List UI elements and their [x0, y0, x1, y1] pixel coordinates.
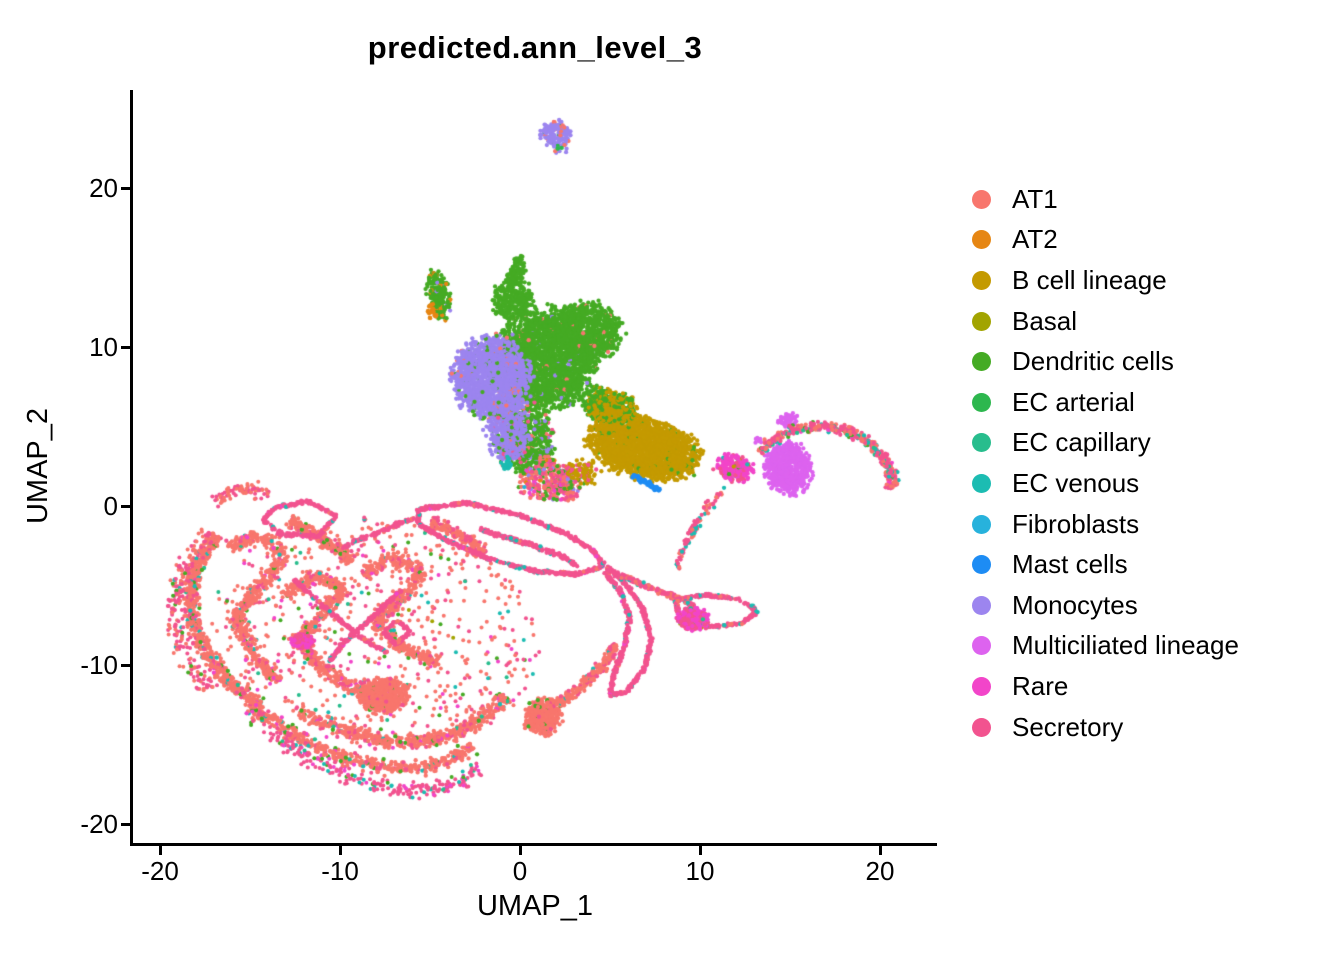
- y-tick-mark: [121, 504, 130, 508]
- x-tick-mark: [338, 846, 342, 855]
- legend-item-dendritic: Dendritic cells: [972, 341, 1239, 382]
- legend-item-ec_venous: EC venous: [972, 463, 1239, 504]
- legend-item-basal: Basal: [972, 301, 1239, 342]
- legend-label: EC capillary: [1012, 427, 1151, 458]
- plot-title: predicted.ann_level_3: [367, 30, 703, 65]
- legend-label: EC venous: [1012, 467, 1140, 498]
- x-tick-mark: [698, 846, 702, 855]
- legend-item-at1: AT1: [972, 179, 1239, 220]
- legend-swatch-dendritic-icon: [972, 352, 991, 372]
- legend-swatch-monocytes-icon: [972, 595, 991, 615]
- x-axis-line: [130, 843, 937, 846]
- legend-swatch-rare-icon: [972, 676, 991, 696]
- legend-swatch-fibroblasts-icon: [972, 514, 991, 534]
- legend-swatch-at2-icon: [972, 230, 991, 250]
- legend-item-rare: Rare: [972, 666, 1239, 707]
- legend-label: Rare: [1012, 670, 1069, 701]
- y-tick-mark: [121, 345, 130, 349]
- y-axis-line: [130, 90, 133, 846]
- legend-label: Secretory: [1012, 711, 1124, 742]
- y-tick-label: 10: [89, 332, 118, 362]
- y-axis-title: UMAP_2: [22, 407, 54, 525]
- legend-label: Basal: [1012, 305, 1078, 336]
- legend-label: Multiciliated lineage: [1012, 630, 1239, 661]
- x-tick-label: 0: [512, 856, 528, 886]
- legend-swatch-mast-icon: [972, 555, 991, 575]
- legend-swatch-ec_arterial-icon: [972, 392, 991, 412]
- legend-item-ec_arterial: EC arterial: [972, 382, 1239, 423]
- legend-label: AT2: [1012, 224, 1058, 255]
- legend-label: Fibroblasts: [1012, 508, 1140, 539]
- y-tick-label: -20: [80, 809, 118, 839]
- legend-item-mast: Mast cells: [972, 544, 1239, 585]
- legend-item-bcell: B cell lineage: [972, 260, 1239, 301]
- y-tick-mark: [121, 663, 130, 667]
- legend-label: AT1: [1012, 183, 1058, 214]
- legend-label: Monocytes: [1012, 589, 1138, 620]
- y-tick-label: 20: [89, 173, 118, 203]
- legend-swatch-secretory-icon: [972, 717, 991, 737]
- y-tick-mark: [121, 822, 130, 826]
- x-tick-label: 20: [865, 856, 895, 886]
- legend-item-multiciliated: Multiciliated lineage: [972, 626, 1239, 667]
- legend-swatch-ec_capillary-icon: [972, 433, 991, 453]
- x-tick-label: -10: [321, 856, 359, 886]
- x-tick-mark: [158, 846, 162, 855]
- y-tick-label: -10: [80, 650, 118, 680]
- legend-label: Dendritic cells: [1012, 346, 1174, 377]
- legend: AT1 AT2 B cell lineage Basal Dendritic cells…: [972, 179, 1239, 747]
- legend-label: Mast cells: [1012, 549, 1128, 580]
- legend-item-ec_capillary: EC capillary: [972, 423, 1239, 464]
- legend-swatch-bcell-icon: [972, 270, 991, 290]
- y-tick-mark: [121, 186, 130, 190]
- x-axis-title: UMAP_1: [476, 890, 594, 922]
- x-tick-label: 10: [685, 856, 715, 886]
- legend-swatch-at1-icon: [972, 189, 991, 209]
- legend-label: B cell lineage: [1012, 264, 1167, 295]
- legend-item-at2: AT2: [972, 220, 1239, 261]
- y-tick-label: 0: [103, 491, 118, 521]
- x-tick-label: -20: [141, 856, 179, 886]
- legend-swatch-basal-icon: [972, 311, 991, 331]
- legend-item-fibroblasts: Fibroblasts: [972, 504, 1239, 545]
- legend-swatch-ec_venous-icon: [972, 473, 991, 493]
- x-tick-mark: [518, 846, 522, 855]
- legend-swatch-multiciliated-icon: [972, 636, 991, 656]
- x-tick-mark: [878, 846, 882, 855]
- legend-item-secretory: Secretory: [972, 707, 1239, 748]
- legend-label: EC arterial: [1012, 386, 1135, 417]
- legend-item-monocytes: Monocytes: [972, 585, 1239, 626]
